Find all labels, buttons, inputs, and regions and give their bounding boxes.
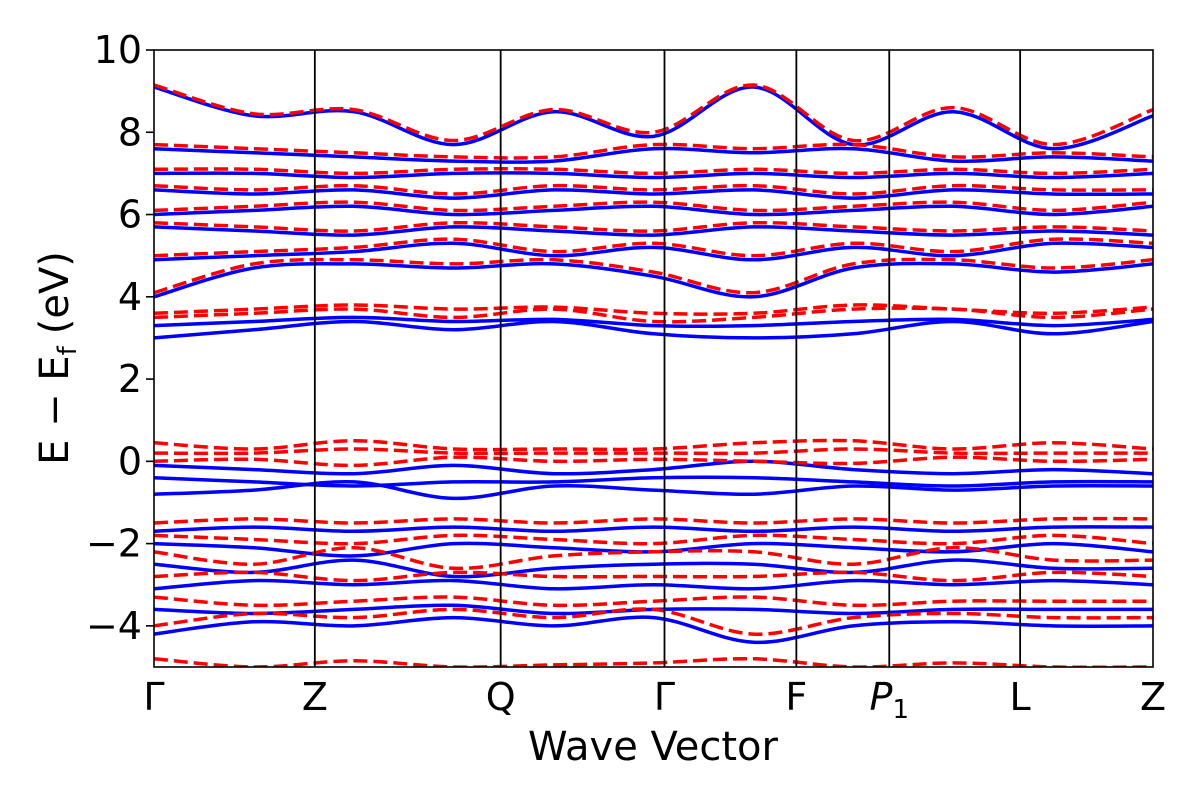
y-axis-label-sub: f (53, 345, 83, 355)
y-tick-label: 4 (118, 275, 142, 319)
x-axis: Γ Z Q Γ F P1 L Z (143, 675, 1166, 725)
dashed-band-line (154, 656, 1153, 667)
x-tick-label: L (1010, 675, 1031, 719)
y-axis-label-unit: (eV) (32, 251, 78, 334)
y-tick-label: 2 (118, 357, 142, 401)
dashed-band-line (154, 200, 1153, 213)
solid-band-line (154, 85, 1153, 151)
y-tick-label: 10 (94, 28, 142, 72)
y-tick-label: 8 (118, 110, 142, 154)
solid-band-line (154, 261, 1153, 299)
y-tick-label: 6 (118, 193, 142, 237)
solid-band-line (154, 171, 1153, 180)
solid-band-line (154, 315, 1153, 328)
y-tick-label: 0 (118, 439, 142, 483)
dashed-band-line (154, 167, 1153, 176)
solid-band-line (154, 188, 1153, 200)
dashed-band-line (154, 516, 1153, 525)
plot-frame (153, 49, 1154, 668)
x-tick-label: Q (486, 675, 516, 719)
dashed-band-line (154, 607, 1153, 636)
solid-band-line (154, 525, 1153, 534)
bands-layer (154, 83, 1153, 667)
x-tick-label: Γ (143, 675, 164, 719)
dashed-band-line (154, 183, 1153, 196)
y-axis: −4 −2 0 2 4 6 8 10 (86, 28, 154, 648)
solid-band-line (154, 204, 1153, 217)
dashed-band-line (154, 455, 1153, 468)
dashed-band-line (154, 142, 1153, 160)
solid-band-line (154, 578, 1153, 591)
x-axis-label: Wave Vector (528, 724, 779, 770)
solid-band-line (154, 459, 1153, 476)
y-axis-label-main: E − E (32, 355, 78, 465)
solid-band-line (154, 475, 1153, 488)
solid-band-line (154, 479, 1153, 501)
dashed-band-line (154, 303, 1153, 316)
dashed-band-line (154, 545, 1153, 571)
x-tick-label: F (785, 675, 807, 719)
dashed-band-line (154, 220, 1153, 233)
dashed-band-line (154, 595, 1153, 608)
dashed-band-line (154, 570, 1153, 583)
high-symmetry-lines (313, 50, 1022, 667)
y-axis-label: E − Ef (eV) (32, 251, 83, 465)
dashed-band-line (154, 447, 1153, 456)
dashed-band-line (154, 257, 1153, 295)
y-tick-label: −2 (86, 522, 142, 566)
solid-band-line (154, 603, 1153, 616)
plot-background (154, 50, 1153, 667)
solid-band-line (154, 225, 1153, 237)
x-tick-label: P1 (870, 675, 909, 725)
dashed-band-line (154, 306, 1153, 324)
solid-band-line (154, 241, 1153, 262)
dashed-band-line (154, 438, 1153, 452)
x-tick-label: Z (302, 675, 328, 719)
solid-band-line (154, 615, 1153, 645)
y-tick-label: −4 (86, 604, 142, 648)
solid-band-line (154, 146, 1153, 164)
dashed-band-line (154, 533, 1153, 546)
x-tick-label: Z (1140, 675, 1166, 719)
solid-band-line (154, 319, 1153, 340)
solid-band-line (154, 558, 1153, 579)
dashed-band-line (154, 83, 1153, 147)
dashed-band-line (154, 237, 1153, 258)
x-tick-label: Γ (654, 675, 675, 719)
